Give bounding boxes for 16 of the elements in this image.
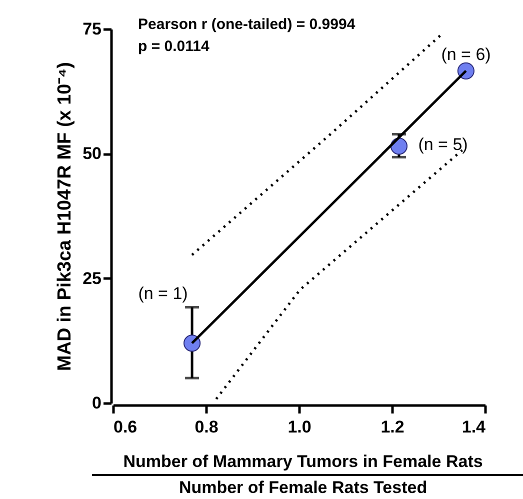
annotation: p = 0.0114 [138,38,210,55]
annotation: (n = 1) [138,284,188,303]
annotation: Pearson r (one-tailed) = 0.9994 [138,16,356,33]
x-tick-label: 1.4 [462,418,486,436]
y-tick-label: 25 [82,268,102,288]
y-axis-title: MAD in Pik3ca H1047R MF (x 10⁻⁴) [54,62,76,371]
y-tick-label: 50 [82,144,102,164]
annotation: (n = 6) [441,45,491,64]
x-tick-label: 0.6 [114,418,138,436]
y-tick-label: 0 [92,394,102,412]
x-tick-label: 0.8 [194,418,218,436]
annotation: (n = 5) [418,135,468,154]
x-tick-label: 1.2 [380,418,404,436]
x-tick-label: 1.0 [288,418,312,436]
y-tick-label: 75 [82,20,102,38]
x-axis-title: Number of Mammary Tumors in Female Rats Number of Female Rats Tested [123,452,483,497]
